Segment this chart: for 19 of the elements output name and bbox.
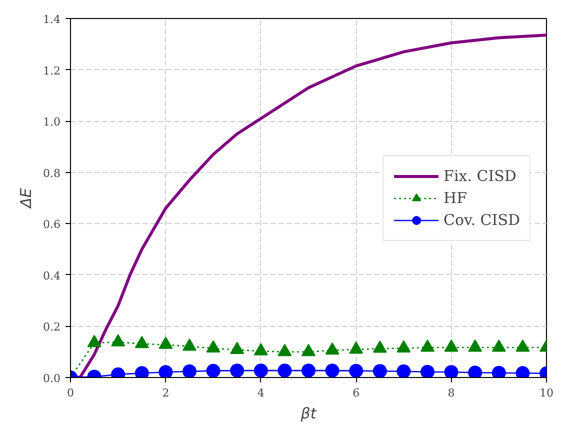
legend-label: Fix. CISD bbox=[444, 166, 516, 184]
y-tick-label: 0.2 bbox=[43, 320, 61, 334]
x-tick-label: 8 bbox=[448, 386, 455, 400]
y-tick-label: 0.8 bbox=[43, 166, 61, 180]
y-axis-title: ΔE bbox=[17, 188, 36, 209]
x-tick-label: 10 bbox=[540, 386, 554, 400]
legend-label: Cov. CISD bbox=[444, 210, 520, 228]
x-tick-label: 4 bbox=[257, 386, 264, 400]
y-tick-label: 0.4 bbox=[43, 269, 61, 282]
y-tick-label: 1.4 bbox=[43, 13, 61, 26]
y-tick-label: 1.2 bbox=[43, 64, 61, 78]
y-tick-label: 1.0 bbox=[43, 116, 61, 129]
x-tick-label: 6 bbox=[352, 386, 360, 400]
legend-label: HF bbox=[444, 188, 468, 206]
y-tick-label: 0.0 bbox=[43, 372, 61, 385]
x-axis-title: βt bbox=[300, 404, 318, 422]
x-tick-label: 0 bbox=[67, 386, 74, 400]
y-tick-label: 0.6 bbox=[43, 218, 61, 232]
x-tick-label: 2 bbox=[162, 386, 170, 400]
